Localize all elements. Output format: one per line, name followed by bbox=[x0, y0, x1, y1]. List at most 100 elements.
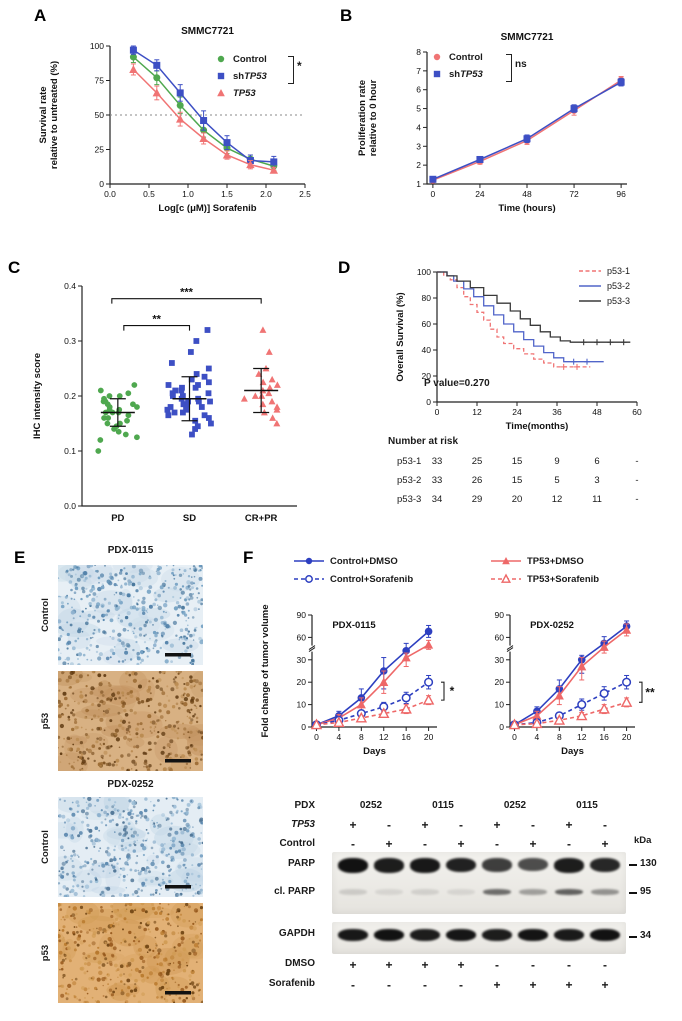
svg-text:60: 60 bbox=[495, 632, 505, 642]
risk-table-title: Number at risk bbox=[388, 436, 459, 447]
panel-c-label: C bbox=[8, 258, 21, 277]
svg-text:24: 24 bbox=[475, 189, 485, 199]
panel-d-legend: p53-1 p53-2 p53-3 bbox=[578, 264, 678, 314]
wb-band bbox=[447, 889, 475, 895]
wb-band bbox=[483, 889, 511, 895]
svg-text:**: ** bbox=[645, 685, 655, 699]
svg-text:50: 50 bbox=[95, 110, 105, 120]
svg-text:0: 0 bbox=[314, 732, 319, 742]
ihc-image bbox=[58, 797, 203, 897]
svg-text:0.3: 0.3 bbox=[64, 336, 76, 346]
legend-item: p53-3 bbox=[578, 294, 630, 308]
wb-sorafenib-sign: + bbox=[493, 978, 501, 992]
risk-row-label: p53-2 bbox=[397, 475, 422, 486]
legend-marker-icon bbox=[579, 270, 601, 272]
gapdh-blot bbox=[332, 922, 626, 954]
svg-text:SMMC7721: SMMC7721 bbox=[501, 32, 554, 43]
kda-dash bbox=[629, 936, 637, 938]
risk-cell: 9 bbox=[554, 456, 560, 467]
wb-control-sign: + bbox=[385, 837, 393, 851]
svg-text:10: 10 bbox=[297, 700, 307, 710]
wb-tp53-sign: + bbox=[349, 818, 357, 832]
svg-text:75: 75 bbox=[95, 76, 105, 86]
svg-text:48: 48 bbox=[592, 407, 602, 417]
svg-text:1: 1 bbox=[416, 179, 421, 189]
ihc-row-label: Control bbox=[40, 598, 51, 632]
svg-text:16: 16 bbox=[599, 732, 609, 742]
svg-text:0: 0 bbox=[512, 732, 517, 742]
svg-text:0.2: 0.2 bbox=[64, 391, 76, 401]
legend-item: TP53+DMSO bbox=[490, 554, 584, 568]
legend-label: TP53+Sorafenib bbox=[527, 573, 600, 585]
legend-marker-icon bbox=[491, 557, 521, 565]
wb-band bbox=[519, 889, 547, 895]
wb-dmso-sign: + bbox=[385, 958, 393, 972]
wb-sorafenib-sign: - bbox=[387, 978, 391, 992]
svg-text:90: 90 bbox=[297, 610, 307, 620]
legend-item: TP53+Sorafenib bbox=[490, 572, 599, 586]
svg-text:Days: Days bbox=[363, 746, 386, 757]
legend-item: shTP53 bbox=[214, 69, 267, 83]
svg-text:0: 0 bbox=[426, 397, 431, 407]
risk-cell: 6 bbox=[594, 456, 600, 467]
wb-band bbox=[446, 929, 476, 941]
legend-label: Control+DMSO bbox=[330, 555, 398, 567]
wb-tp53-sign: - bbox=[531, 818, 535, 832]
svg-text:SMMC7721: SMMC7721 bbox=[181, 26, 234, 37]
svg-text:10: 10 bbox=[495, 700, 505, 710]
wb-band bbox=[338, 929, 368, 941]
svg-text:4: 4 bbox=[535, 732, 540, 742]
svg-text:72: 72 bbox=[569, 189, 579, 199]
svg-text:8: 8 bbox=[416, 47, 421, 57]
panel-f-label: F bbox=[243, 548, 254, 567]
svg-text:5: 5 bbox=[416, 104, 421, 114]
panel-a-plot: 0 25 50 75 100 0.0 0.5 1.0 1.5 2.0 2.5 SMMC7721 Log[… bbox=[38, 26, 311, 214]
legend-label: TP53 bbox=[233, 87, 256, 99]
risk-cell: 29 bbox=[471, 494, 483, 505]
svg-text:Time (hours): Time (hours) bbox=[498, 203, 555, 214]
legend-label: Control bbox=[449, 51, 483, 63]
wb-band bbox=[555, 889, 583, 895]
svg-text:Time(months): Time(months) bbox=[506, 421, 569, 432]
risk-cell: 26 bbox=[471, 475, 483, 486]
svg-text:12: 12 bbox=[379, 732, 389, 742]
panel-f-chart-pdx0252: 0 10 20 30 60 90 0 4 8 12 16 20 Days PDX-0252 ** bbox=[458, 593, 673, 788]
ihc-row-label: p53 bbox=[40, 944, 51, 962]
wb-band bbox=[554, 858, 584, 873]
svg-text:24: 24 bbox=[512, 407, 522, 417]
legend-marker-icon bbox=[217, 89, 225, 97]
wb-band bbox=[410, 858, 440, 873]
svg-text:0.5: 0.5 bbox=[143, 189, 155, 199]
svg-text:60: 60 bbox=[632, 407, 642, 417]
wb-band bbox=[338, 858, 368, 873]
sig-label: ns bbox=[515, 59, 527, 70]
svg-text:2.5: 2.5 bbox=[299, 189, 311, 199]
legend-label: p53-3 bbox=[607, 296, 631, 306]
sig-bracket bbox=[288, 56, 294, 84]
wb-tp53-sign: - bbox=[603, 818, 607, 832]
panel-e-images: PDX-0115 Control p53 PDX-0252 Control p53 bbox=[28, 545, 243, 1021]
panel-a-legend: Control shTP53 TP53 * bbox=[214, 52, 344, 112]
svg-text:relative to 0 hour: relative to 0 hour bbox=[368, 79, 379, 156]
svg-text:0: 0 bbox=[301, 722, 306, 732]
svg-text:0: 0 bbox=[499, 722, 504, 732]
wb-sorafenib-sign: + bbox=[529, 978, 537, 992]
kda-marker: 34 bbox=[640, 930, 652, 941]
risk-cell: 11 bbox=[592, 494, 602, 505]
ihc-group-title: PDX-0115 bbox=[107, 545, 154, 556]
svg-text:4: 4 bbox=[337, 732, 342, 742]
panel-a-chart: 0 25 50 75 100 0.0 0.5 1.0 1.5 2.0 2.5 SMMC7721 Log[… bbox=[30, 4, 340, 246]
panel-d-plot: 0 20 40 60 80 100 0 12 24 36 48 60 Time(months) Overa… bbox=[395, 267, 642, 432]
wb-band bbox=[518, 858, 548, 872]
svg-text:0: 0 bbox=[435, 407, 440, 417]
wb-dmso-sign: - bbox=[531, 958, 535, 972]
svg-text:40: 40 bbox=[422, 345, 432, 355]
wb-control-sign: - bbox=[423, 837, 427, 851]
risk-cell: 15 bbox=[511, 456, 523, 467]
svg-text:PDX-0115: PDX-0115 bbox=[332, 620, 376, 631]
wb-control-sign: + bbox=[529, 837, 537, 851]
panel-c-plot: 0.0 0.1 0.2 0.3 0.4 PD SD CR+PR IHC intensity sc… bbox=[32, 281, 297, 524]
legend-item: TP53 bbox=[214, 86, 256, 100]
legend-label: shTP53 bbox=[449, 68, 483, 80]
